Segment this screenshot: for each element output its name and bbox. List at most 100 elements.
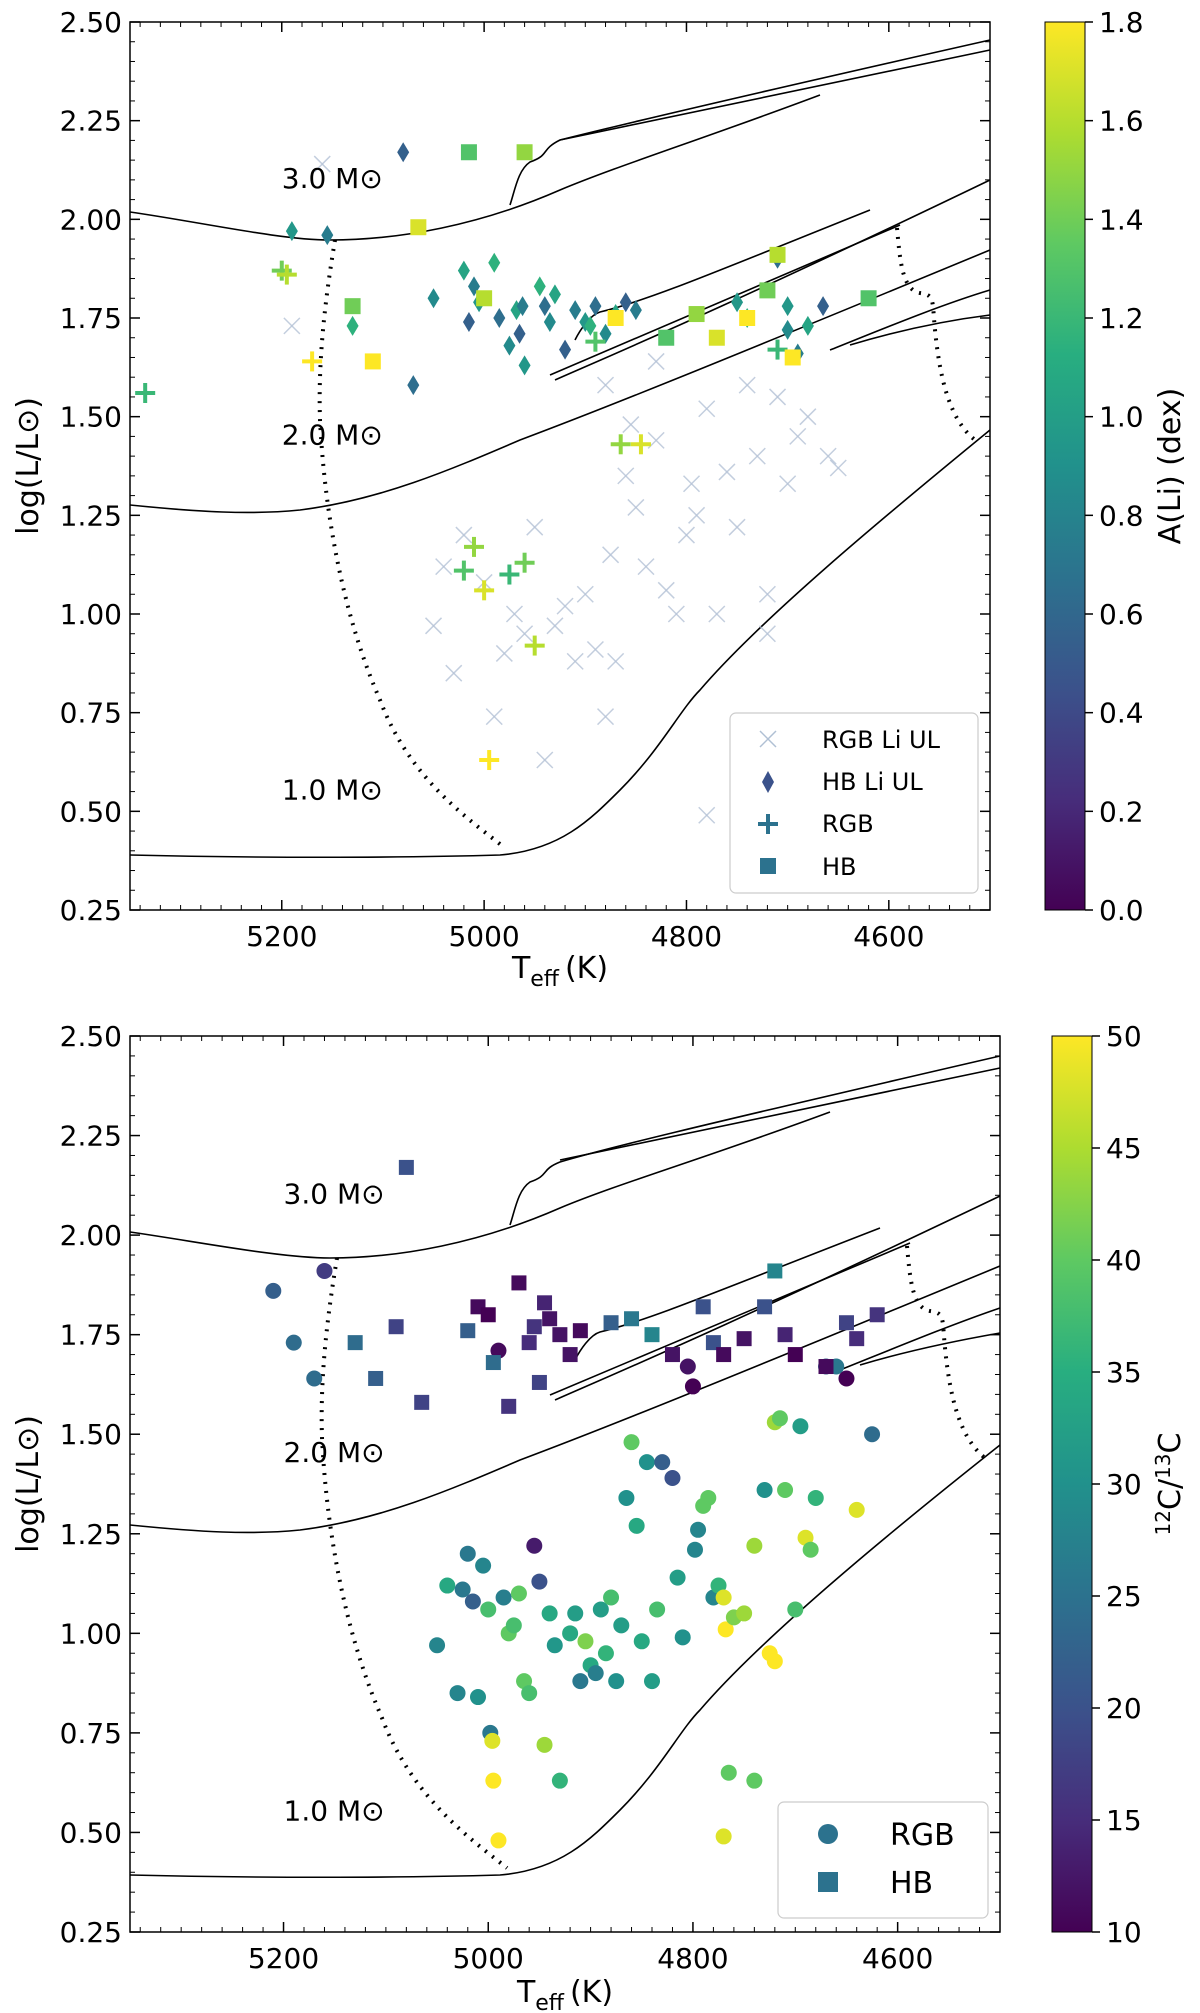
top-x-tick-label: 4600: [853, 920, 924, 953]
top-point-rgb: [630, 434, 651, 455]
bottom-track-1msun: [129, 1444, 1001, 1879]
top-mass-labels: 3.0 M⊙ 2.0 M⊙ 1.0 M⊙: [282, 162, 383, 807]
top-point-rgb: [499, 564, 520, 585]
top-point-hb-li-ul: [513, 323, 526, 344]
bottom-x-axis-title: Teff (K): [516, 1975, 613, 2013]
bottom-point-rgb: [516, 1673, 533, 1690]
top-dotted-tracks: [317, 227, 977, 850]
top-point-rgb-li-ul: [688, 506, 706, 524]
bottom-legend-label-rgb: RGB: [890, 1818, 955, 1853]
top-point-rgb-li-ul: [779, 475, 797, 493]
top-point-hb-li-ul: [619, 292, 632, 313]
top-legend-label-rgb: RGB: [822, 810, 874, 838]
bottom-point-rgb: [690, 1521, 707, 1538]
top-point-hb-li-ul: [518, 355, 531, 376]
top-points: [135, 142, 877, 824]
top-legend-box: [729, 712, 979, 894]
bottom-y-tick-label: 0.25: [60, 1916, 122, 1949]
top-y-tick-label: 1.00: [60, 598, 122, 631]
top-point-hb-li-ul: [817, 296, 830, 317]
square-marker-icon: [818, 1872, 838, 1892]
bottom-colorbar-title-c2: C: [1153, 1433, 1188, 1454]
bottom-point-rgb: [572, 1673, 589, 1690]
bottom-point-hb: [521, 1335, 537, 1351]
bottom-y-axis-title: log(L/L⊙): [11, 1415, 46, 1553]
bottom-track-3msun-loop: [509, 1055, 1001, 1226]
bottom-point-rgb: [551, 1772, 568, 1789]
bottom-point-hb: [414, 1394, 430, 1410]
top-point-rgb-li-ul: [758, 625, 776, 643]
bottom-point-rgb: [484, 1732, 501, 1749]
top-track-2msun-branch-c: [849, 314, 991, 346]
bottom-point-hb: [398, 1159, 414, 1175]
top-point-hb-li-ul: [781, 319, 794, 340]
bottom-point-rgb: [490, 1342, 507, 1359]
bottom-point-hb: [485, 1355, 501, 1371]
top-point-rgb-li-ul: [566, 652, 584, 670]
bottom-point-rgb: [715, 1589, 732, 1606]
bottom-point-hb: [572, 1323, 588, 1339]
top-point-rgb-li-ul: [576, 585, 594, 603]
top-point-hb-li-ul: [629, 300, 642, 321]
bottom-point-rgb: [592, 1601, 609, 1618]
bottom-legend: RGB HB: [777, 1801, 989, 1919]
top-colorbar-tick-label: 0.0: [1099, 894, 1144, 927]
top-point-hb-li-ul: [285, 221, 298, 242]
bottom-y-ticks: 0.25 0.50 0.75 1.00 1.25 1.50 1.75 2.00 2.25 2.50: [60, 1020, 1000, 1949]
top-colorbar-tick-label: 0.6: [1099, 598, 1144, 631]
top-point-rgb-li-ul: [556, 597, 574, 615]
bottom-colorbar-title-sup1: 12: [1151, 1510, 1175, 1535]
top-point-rgb-li-ul: [677, 526, 696, 544]
bottom-x-tick-label: 4800: [657, 1942, 728, 1975]
bottom-legend-box: [777, 1801, 989, 1919]
top-point-rgb-li-ul: [435, 558, 453, 576]
bottom-point-rgb: [715, 1828, 732, 1845]
bottom-point-hb: [347, 1335, 363, 1351]
bottom-point-rgb: [654, 1454, 671, 1471]
bottom-point-hb: [552, 1327, 568, 1343]
square-marker-icon: [760, 858, 776, 874]
bottom-x-tick-label: 4600: [862, 1942, 933, 1975]
top-legend-label-hb-ul: HB Li UL: [822, 768, 923, 796]
bottom-point-rgb: [536, 1736, 553, 1753]
top-point-hb: [516, 144, 533, 161]
bottom-y-tick-label: 0.50: [60, 1816, 122, 1849]
top-point-rgb-li-ul: [698, 400, 716, 418]
top-track-3msun-branch: [559, 49, 991, 141]
bottom-mass-label: 2.0 M⊙: [284, 1436, 385, 1469]
bottom-point-hb: [624, 1311, 640, 1327]
top-point-hb-li-ul: [397, 142, 410, 163]
top-point-hb: [364, 353, 381, 370]
bottom-colorbar-tick-label: 40: [1106, 1244, 1142, 1277]
top-track-1msun: [129, 429, 991, 859]
top-point-rgb-li-ul: [445, 664, 463, 682]
bottom-point-rgb: [510, 1585, 527, 1602]
bottom-point-rgb: [717, 1621, 734, 1638]
bottom-point-rgb: [746, 1537, 763, 1554]
top-point-hb-li-ul: [516, 296, 529, 317]
top-colorbar-tick-label: 1.8: [1099, 6, 1144, 39]
bottom-point-rgb: [628, 1517, 645, 1534]
bottom-point-hb: [705, 1335, 721, 1351]
bottom-dotted-right: [905, 1245, 987, 1460]
top-legend-label-hb: HB: [822, 853, 857, 881]
bottom-colorbar: 10 15 20 25 30 35 40 45 50 12C/13C: [1051, 1020, 1188, 1949]
bottom-point-hb: [542, 1311, 558, 1327]
bottom-point-rgb: [608, 1673, 625, 1690]
top-y-tick-label: 2.25: [60, 105, 122, 138]
bottom-point-rgb: [505, 1617, 522, 1634]
top-point-rgb: [610, 434, 631, 455]
bottom-point-hb: [777, 1327, 793, 1343]
top-dotted-right: [895, 227, 977, 442]
bottom-point-rgb: [700, 1489, 717, 1506]
top-legend-entry-square: HB: [760, 853, 857, 881]
top-point-rgb-li-ul: [667, 605, 685, 623]
top-point-rgb: [479, 750, 500, 771]
top-colorbar-ticks: 0.0 0.2 0.4 0.6 0.8 1.0 1.2 1.4 1.6 1.8: [1085, 6, 1144, 927]
bottom-point-rgb: [459, 1545, 476, 1562]
top-point-rgb-li-ul: [602, 546, 620, 564]
top-point-hb-li-ul: [548, 284, 561, 305]
bottom-point-rgb: [490, 1832, 507, 1849]
top-point-rgb-li-ul: [819, 447, 837, 465]
top-point-hb-li-ul: [321, 225, 334, 246]
